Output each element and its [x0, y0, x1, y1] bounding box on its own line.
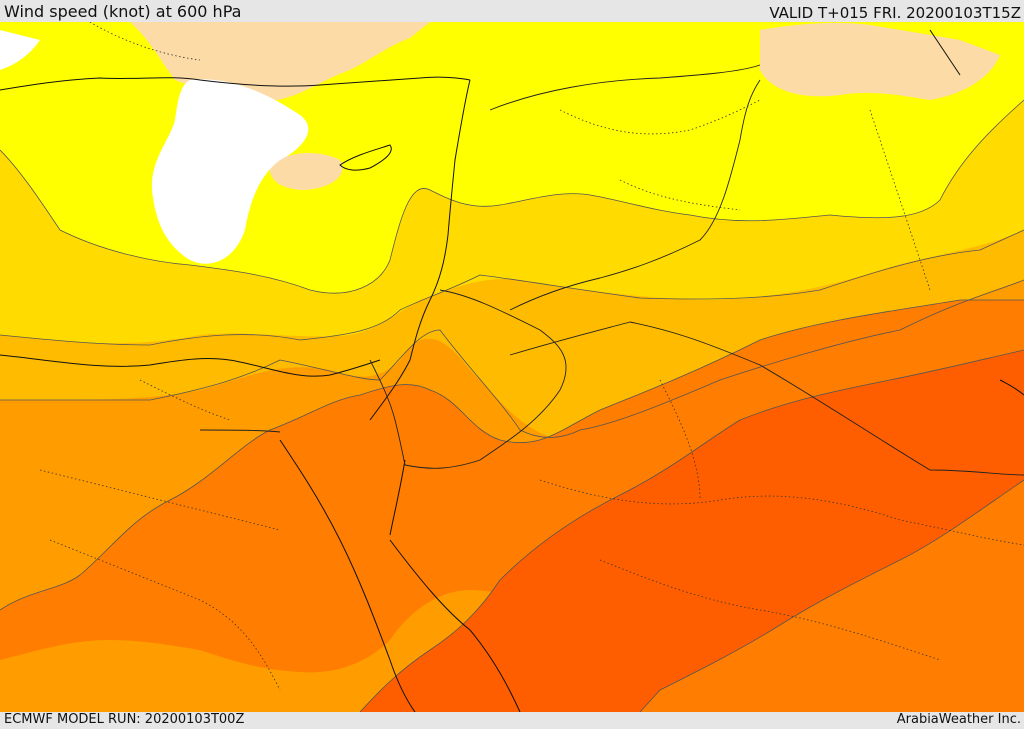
coast-cyprus: [339, 144, 392, 171]
coast-north-africa: [0, 354, 381, 377]
border-egypt-sudan: [199, 429, 281, 433]
band-light: [20, 22, 430, 101]
border-saudi-iraq-south: [509, 321, 1024, 476]
coastlines: [0, 29, 1024, 712]
border-jordan: [404, 289, 567, 469]
band-light: [760, 22, 1000, 100]
country-borders: [199, 64, 1024, 476]
coast-gulf-of-aqaba: [389, 459, 406, 536]
wind-speed-map: [0, 22, 1024, 712]
footer-bar: ECMWF MODEL RUN: 20200103T00Z ArabiaWeat…: [0, 712, 1024, 729]
band-calm: [0, 30, 40, 70]
coast-red-sea-east: [389, 539, 521, 712]
admin-boundaries: [39, 22, 1024, 691]
border-syria-iraq: [489, 64, 761, 111]
band-severe: [360, 350, 1024, 712]
border-egypt-israel: [369, 359, 406, 466]
wind-speed-bands: [0, 22, 1024, 712]
border-iraq-saudi: [509, 79, 761, 311]
band-light: [269, 153, 343, 190]
map-title: Wind speed (knot) at 600 hPa: [4, 2, 242, 21]
brand-label: ArabiaWeather Inc.: [896, 712, 1021, 727]
valid-time: VALID T+015 FRI. 20200103T15Z: [769, 4, 1021, 22]
contour-lines: [0, 99, 1024, 712]
model-run-label: ECMWF MODEL RUN: 20200103T00Z: [4, 712, 245, 727]
band-calm: [151, 79, 309, 264]
coast-caspian: [929, 29, 961, 76]
coast-gulf: [999, 379, 1024, 396]
coast-anatolia: [0, 76, 471, 91]
coast-red-sea-west: [279, 439, 416, 712]
header-bar: Wind speed (knot) at 600 hPa VALID T+015…: [0, 0, 1024, 22]
coast-levant: [369, 79, 471, 421]
